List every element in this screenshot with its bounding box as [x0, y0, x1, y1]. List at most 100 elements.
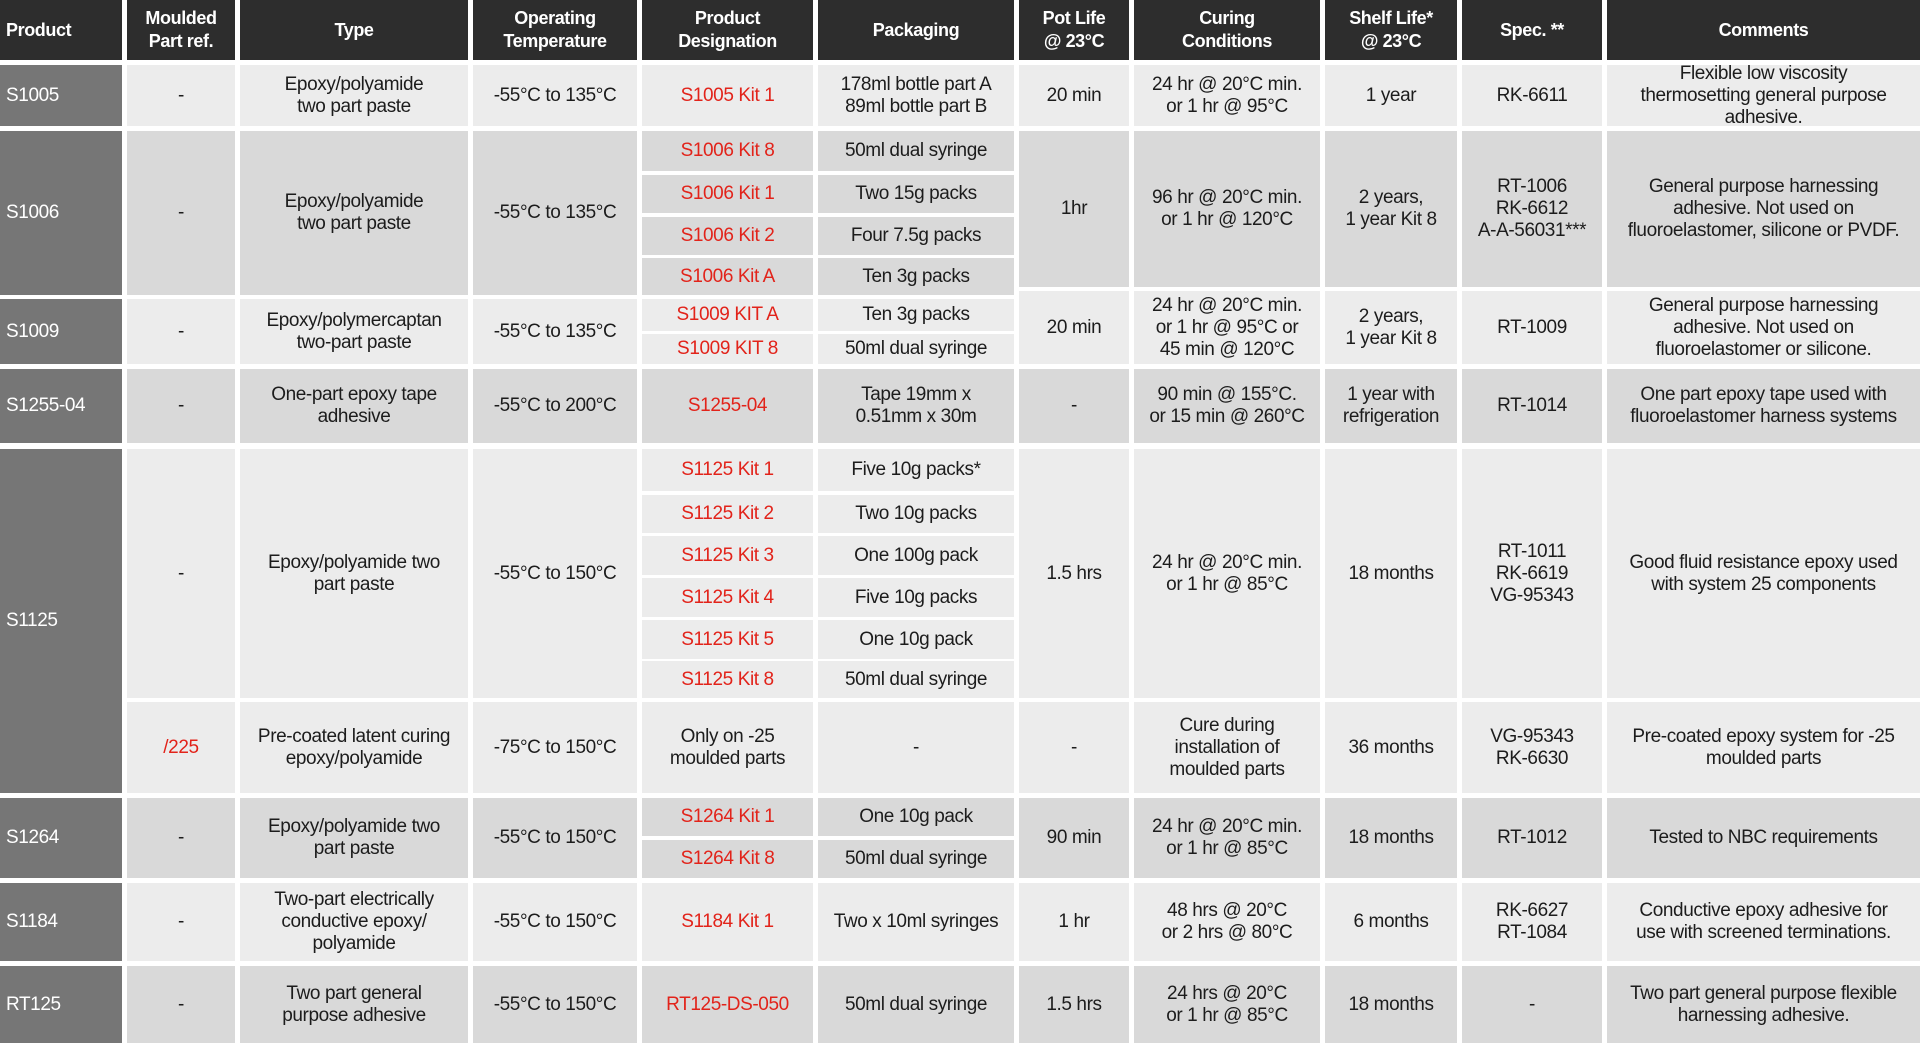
temperature-cell: -55°C to 135°C	[473, 299, 637, 364]
type-cell: Two part general purpose adhesive	[240, 966, 468, 1043]
product-designation-cell[interactable]: S1125 Kit 4	[642, 578, 813, 617]
packaging-cell: Ten 3g packs	[818, 299, 1014, 331]
column-header-curing: Curing Conditions	[1134, 0, 1320, 60]
product-designation-cell[interactable]: S1125 Kit 2	[642, 495, 813, 533]
product-designation-cell[interactable]: S1006 Kit 2	[642, 217, 813, 255]
packaging-cell: Two x 10ml syringes	[818, 883, 1014, 961]
curing-cell: 96 hr @ 20°C min. or 1 hr @ 120°C	[1134, 131, 1320, 287]
type-cell: Pre-coated latent curing epoxy/polyamide	[240, 702, 468, 793]
comments-cell: Conductive epoxy adhesive for use with s…	[1607, 883, 1920, 961]
curing-cell: Cure during installation of moulded part…	[1134, 702, 1320, 793]
product-designation-cell[interactable]: S1264 Kit 1	[642, 798, 813, 836]
pot-life-cell: 20 min	[1019, 291, 1129, 364]
product-name-cell: S1184	[0, 883, 122, 961]
product-designation-cell[interactable]: S1006 Kit 8	[642, 131, 813, 171]
product-designation-cell[interactable]: S1006 Kit 1	[642, 175, 813, 213]
pot-life-cell: 1 hr	[1019, 883, 1129, 961]
moulded-ref-cell: -	[127, 883, 235, 961]
column-header-designation: Product Designation	[642, 0, 813, 60]
product-designation-cell[interactable]: S1009 KIT A	[642, 299, 813, 331]
shelf-life-cell: 2 years, 1 year Kit 8	[1325, 291, 1457, 364]
packaging-cell: Two 15g packs	[818, 175, 1014, 213]
comments-cell: General purpose harnessing adhesive. Not…	[1607, 291, 1920, 364]
product-designation-cell[interactable]: S1184 Kit 1	[642, 883, 813, 961]
column-header-spec: Spec. **	[1462, 0, 1602, 60]
curing-cell: 48 hrs @ 20°C or 2 hrs @ 80°C	[1134, 883, 1320, 961]
temperature-cell: -55°C to 135°C	[473, 131, 637, 295]
type-cell: Epoxy/polymercaptan two-part paste	[240, 299, 468, 364]
product-name-cell: S1125	[0, 449, 122, 793]
packaging-cell: Five 10g packs*	[818, 449, 1014, 491]
spec-cell: VG-95343 RK-6630	[1462, 702, 1602, 793]
packaging-cell: -	[818, 702, 1014, 793]
curing-cell: 24 hr @ 20°C min. or 1 hr @ 95°C or 45 m…	[1134, 291, 1320, 364]
shelf-life-cell: 1 year	[1325, 65, 1457, 126]
packaging-cell: One 10g pack	[818, 620, 1014, 659]
packaging-cell: 178ml bottle part A 89ml bottle part B	[818, 65, 1014, 126]
curing-cell: 24 hr @ 20°C min. or 1 hr @ 95°C	[1134, 65, 1320, 126]
packaging-cell: 50ml dual syringe	[818, 131, 1014, 171]
moulded-ref-cell: -	[127, 966, 235, 1043]
moulded-ref-cell: -	[127, 131, 235, 295]
column-header-pot-life: Pot Life @ 23°C	[1019, 0, 1129, 60]
pot-life-cell: 90 min	[1019, 798, 1129, 878]
spec-cell: RK-6611	[1462, 65, 1602, 126]
comments-cell: Tested to NBC requirements	[1607, 798, 1920, 878]
product-designation-cell[interactable]: S1005 Kit 1	[642, 65, 813, 126]
type-cell: One-part epoxy tape adhesive	[240, 369, 468, 443]
comments-cell: Flexible low viscosity thermosetting gen…	[1607, 63, 1920, 128]
temperature-cell: -55°C to 150°C	[473, 966, 637, 1043]
column-header-shelf-life: Shelf Life* @ 23°C	[1325, 0, 1457, 60]
spec-cell: RT-1014	[1462, 369, 1602, 443]
product-designation-cell[interactable]: RT125-DS-050	[642, 966, 813, 1043]
comments-cell: Pre-coated epoxy system for -25 moulded …	[1607, 702, 1920, 793]
temperature-cell: -55°C to 135°C	[473, 65, 637, 126]
moulded-ref-cell: -	[127, 798, 235, 878]
spec-cell: RK-6627 RT-1084	[1462, 883, 1602, 961]
packaging-cell: One 10g pack	[818, 798, 1014, 836]
product-designation-cell[interactable]: S1125 Kit 5	[642, 620, 813, 659]
type-cell: Two-part electrically conductive epoxy/ …	[240, 883, 468, 961]
temperature-cell: -55°C to 200°C	[473, 369, 637, 443]
shelf-life-cell: 36 months	[1325, 702, 1457, 793]
product-designation-cell[interactable]: S1006 Kit A	[642, 258, 813, 295]
type-cell: Epoxy/polyamide two part paste	[240, 798, 468, 878]
product-designation-cell[interactable]: S1125 Kit 8	[642, 661, 813, 698]
shelf-life-cell: 18 months	[1325, 449, 1457, 698]
product-name-cell: S1264	[0, 798, 122, 878]
packaging-cell: 50ml dual syringe	[818, 966, 1014, 1043]
packaging-cell: 50ml dual syringe	[818, 840, 1014, 878]
shelf-life-cell: 2 years, 1 year Kit 8	[1325, 131, 1457, 287]
pot-life-cell: 1hr	[1019, 131, 1129, 287]
product-designation-cell[interactable]: S1125 Kit 1	[642, 449, 813, 491]
type-cell: Epoxy/polyamide two part paste	[240, 449, 468, 698]
product-name-cell: S1005	[0, 65, 122, 126]
curing-cell: 24 hr @ 20°C min. or 1 hr @ 85°C	[1134, 449, 1320, 698]
shelf-life-cell: 1 year with refrigeration	[1325, 369, 1457, 443]
temperature-cell: -75°C to 150°C	[473, 702, 637, 793]
product-designation-cell: Only on -25 moulded parts	[642, 702, 813, 793]
product-designation-cell[interactable]: S1009 KIT 8	[642, 334, 813, 364]
pot-life-cell: -	[1019, 369, 1129, 443]
type-cell: Epoxy/polyamide two part paste	[240, 131, 468, 295]
packaging-cell: 50ml dual syringe	[818, 334, 1014, 364]
moulded-ref-cell: /225	[127, 702, 235, 793]
spec-cell: -	[1462, 966, 1602, 1043]
temperature-cell: -55°C to 150°C	[473, 449, 637, 698]
column-header-comments: Comments	[1607, 0, 1920, 60]
product-designation-cell[interactable]: S1264 Kit 8	[642, 840, 813, 878]
curing-cell: 24 hrs @ 20°C or 1 hr @ 85°C	[1134, 966, 1320, 1043]
product-name-cell: S1255-04	[0, 369, 122, 443]
product-designation-cell[interactable]: S1255-04	[642, 369, 813, 443]
packaging-cell: Tape 19mm x 0.51mm x 30m	[818, 369, 1014, 443]
spec-cell: RT-1012	[1462, 798, 1602, 878]
packaging-cell: One 100g pack	[818, 536, 1014, 575]
comments-cell: Two part general purpose flexible harnes…	[1607, 966, 1920, 1043]
shelf-life-cell: 6 months	[1325, 883, 1457, 961]
moulded-ref-cell: -	[127, 65, 235, 126]
product-designation-cell[interactable]: S1125 Kit 3	[642, 536, 813, 575]
comments-cell: Good fluid resistance epoxy used with sy…	[1607, 449, 1920, 698]
pot-life-cell: -	[1019, 702, 1129, 793]
column-header-moulded-ref: Moulded Part ref.	[127, 0, 235, 60]
temperature-cell: -55°C to 150°C	[473, 798, 637, 878]
